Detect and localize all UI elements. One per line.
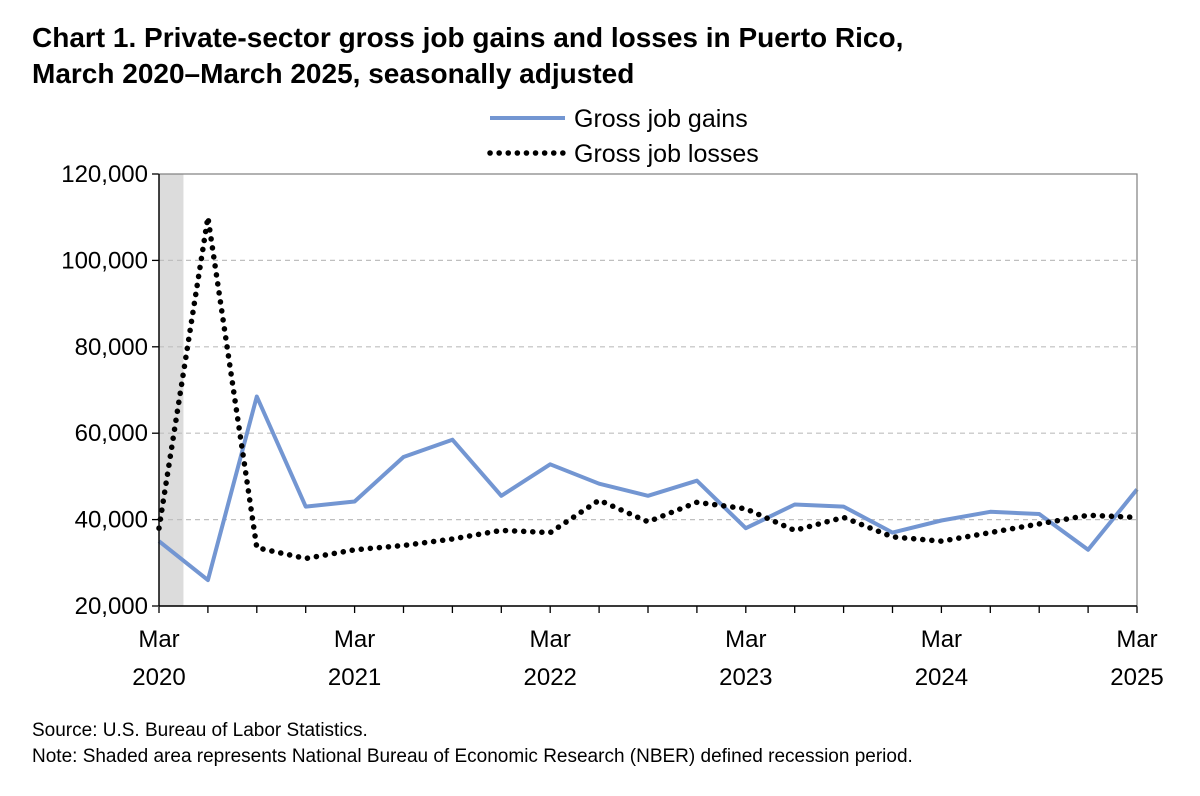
x-tick-label-year: 2020 [132, 664, 185, 691]
x-tick-label-year: 2023 [719, 664, 772, 691]
recession-shading [159, 174, 184, 606]
chart-title: Chart 1. Private-sector gross job gains … [32, 20, 903, 92]
series-line-gross-job-gains [157, 394, 1139, 583]
series-layer [156, 214, 1140, 583]
chart-title-line-2: March 2020–March 2025, seasonally adjust… [32, 58, 635, 89]
x-tick-label-month: Mar [1116, 626, 1157, 653]
x-tick-label-month: Mar [921, 626, 962, 653]
x-tick-label-year: 2024 [915, 664, 968, 691]
x-tick-label-month: Mar [530, 626, 571, 653]
x-tick-label-year: 2021 [328, 664, 381, 691]
recession-note: Note: Shaded area represents National Bu… [32, 746, 913, 767]
y-tick-label: 20,000 [75, 593, 148, 620]
y-tick-label: 60,000 [75, 420, 148, 447]
x-tick-label-year: 2025 [1110, 664, 1163, 691]
axes: 20,000 40,000 60,000 80,000 100,000 120,000 Ma… [61, 161, 1163, 691]
legend-label-losses: Gross job losses [574, 140, 759, 168]
legend-label-gains: Gross job gains [574, 105, 748, 133]
gridlines [159, 259, 1137, 521]
y-tick-label: 120,000 [61, 161, 148, 188]
x-tick-label-year: 2022 [524, 664, 577, 691]
series-line-gross-job-losses [156, 214, 1140, 562]
plot-border [158, 173, 1138, 607]
plot-background [159, 174, 184, 606]
source-note: Source: U.S. Bureau of Labor Statistics. [32, 720, 368, 741]
y-tick-label: 80,000 [75, 334, 148, 361]
y-tick-label: 40,000 [75, 507, 148, 534]
x-tick-label-month: Mar [334, 626, 375, 653]
y-tick-label: 100,000 [61, 247, 148, 274]
legend: Gross job gains Gross job losses [487, 105, 759, 168]
x-tick-label-month: Mar [138, 626, 179, 653]
chart-title-line-1: Chart 1. Private-sector gross job gains … [32, 22, 904, 53]
x-tick-label-month: Mar [725, 626, 766, 653]
footer: Source: U.S. Bureau of Labor Statistics.… [32, 718, 913, 770]
